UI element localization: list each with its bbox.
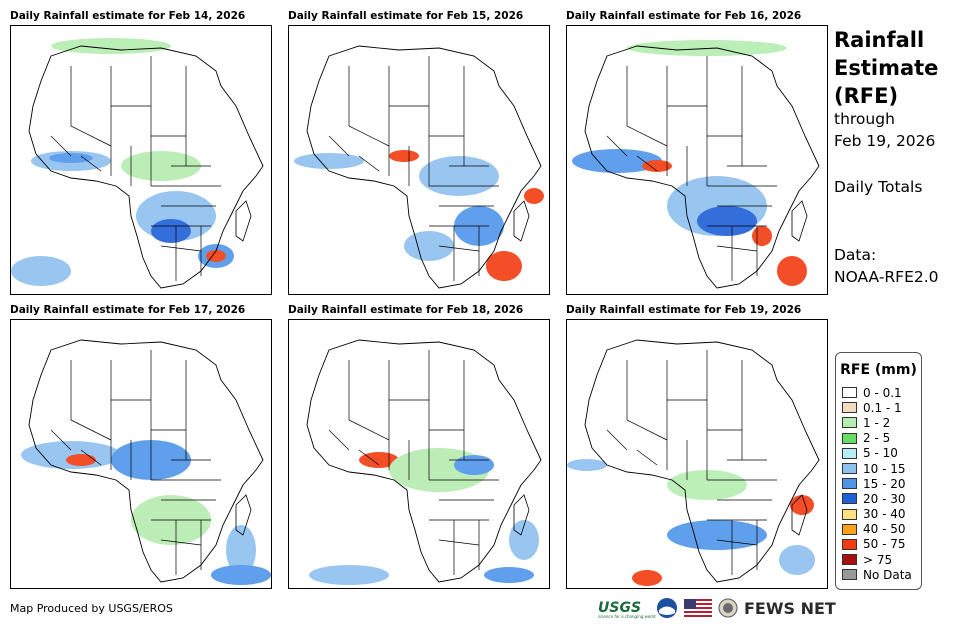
- panel-title: Daily Rainfall estimate for Feb 17, 2026: [10, 304, 246, 316]
- legend-swatch: [842, 402, 857, 414]
- through-date: Feb 19, 2026: [834, 132, 936, 150]
- legend-item: 50 - 75: [836, 537, 921, 552]
- panel-title: Daily Rainfall estimate for Feb 14, 2026: [10, 10, 246, 22]
- legend-item: 20 - 30: [836, 491, 921, 506]
- legend-title: RFE (mm): [840, 362, 917, 378]
- data-source: NOAA-RFE2.0: [834, 268, 939, 286]
- legend-label: No Data: [863, 567, 912, 582]
- legend-item: > 75: [836, 552, 921, 567]
- rainfall-map: [10, 25, 272, 295]
- legend-swatch: [842, 387, 857, 399]
- legend-swatch: [842, 569, 857, 581]
- map-panel-feb19: Daily Rainfall estimate for Feb 19, 2026: [566, 303, 828, 589]
- legend-label: 10 - 15: [863, 461, 906, 476]
- legend-label: 5 - 10: [863, 446, 898, 461]
- legend-swatch: [842, 463, 857, 475]
- usgs-logo: USGS science for a changing world: [598, 597, 656, 619]
- legend-item: 1 - 2: [836, 415, 921, 430]
- data-label: Data:: [834, 246, 877, 264]
- legend-item: 10 - 15: [836, 461, 921, 476]
- legend-item: 5 - 10: [836, 446, 921, 461]
- title-line: (RFE): [834, 84, 899, 108]
- legend-label: 1 - 2: [863, 415, 891, 430]
- map-panel-feb15: Daily Rainfall estimate for Feb 15, 2026: [288, 9, 550, 295]
- panel-title: Daily Rainfall estimate for Feb 18, 2026: [288, 304, 524, 316]
- panel-title: Daily Rainfall estimate for Feb 16, 2026: [566, 10, 802, 22]
- legend-swatch: [842, 417, 857, 429]
- legend-swatch: [842, 493, 857, 505]
- panel-title: Daily Rainfall estimate for Feb 19, 2026: [566, 304, 802, 316]
- map-credit: Map Produced by USGS/EROS: [10, 602, 173, 615]
- map-panel-feb18: Daily Rainfall estimate for Feb 18, 2026: [288, 303, 550, 589]
- title-line: Rainfall: [834, 28, 925, 52]
- legend-swatch: [842, 538, 857, 550]
- legend-item: 2 - 5: [836, 431, 921, 446]
- totals-label: Daily Totals: [834, 178, 923, 196]
- state-dept-seal-icon: [718, 598, 738, 618]
- title-line: Estimate: [834, 56, 939, 80]
- legend-label: 50 - 75: [863, 537, 906, 552]
- legend-label: 2 - 5: [863, 431, 891, 446]
- legend-label: 20 - 30: [863, 491, 906, 506]
- legend-label: 0 - 0.1: [863, 385, 902, 400]
- us-flag-icon: [684, 599, 712, 617]
- legend-item: No Data: [836, 567, 921, 582]
- legend-swatch: [842, 554, 857, 566]
- usgs-tagline: science for a changing world: [598, 614, 656, 619]
- map-panel-feb16: Daily Rainfall estimate for Feb 16, 2026: [566, 9, 828, 295]
- legend-swatch: [842, 523, 857, 535]
- legend-label: 0.1 - 1: [863, 400, 902, 415]
- legend-swatch: [842, 447, 857, 459]
- panel-title: Daily Rainfall estimate for Feb 15, 2026: [288, 10, 524, 22]
- usgs-logo-text: USGS: [598, 600, 642, 616]
- legend-swatch: [842, 432, 857, 444]
- rainfall-map: [288, 319, 550, 589]
- rainfall-map: [566, 25, 828, 295]
- noaa-logo-icon: [657, 598, 677, 618]
- legend-swatch: [842, 508, 857, 520]
- legend-item: 0 - 0.1: [836, 385, 921, 400]
- legend-label: 30 - 40: [863, 507, 906, 522]
- through-label: through: [834, 110, 895, 128]
- legend-label: > 75: [863, 552, 893, 567]
- legend-swatch: [842, 478, 857, 490]
- logos: USGS science for a changing world FEWS N…: [598, 597, 836, 619]
- fewsnet-logo: FEWS NET: [744, 598, 836, 618]
- rainfall-map: [288, 25, 550, 295]
- legend-item: 15 - 20: [836, 476, 921, 491]
- map-panel-feb14: Daily Rainfall estimate for Feb 14, 2026: [10, 9, 272, 295]
- map-panel-feb17: Daily Rainfall estimate for Feb 17, 2026: [10, 303, 272, 589]
- legend-item: 30 - 40: [836, 507, 921, 522]
- legend-label: 40 - 50: [863, 522, 906, 537]
- legend-item: 0.1 - 1: [836, 400, 921, 415]
- rainfall-map: [10, 319, 272, 589]
- legend-item: 40 - 50: [836, 522, 921, 537]
- rainfall-map: [566, 319, 828, 589]
- sidebar-title: Rainfall Estimate (RFE): [834, 26, 938, 110]
- legend-label: 15 - 20: [863, 476, 906, 491]
